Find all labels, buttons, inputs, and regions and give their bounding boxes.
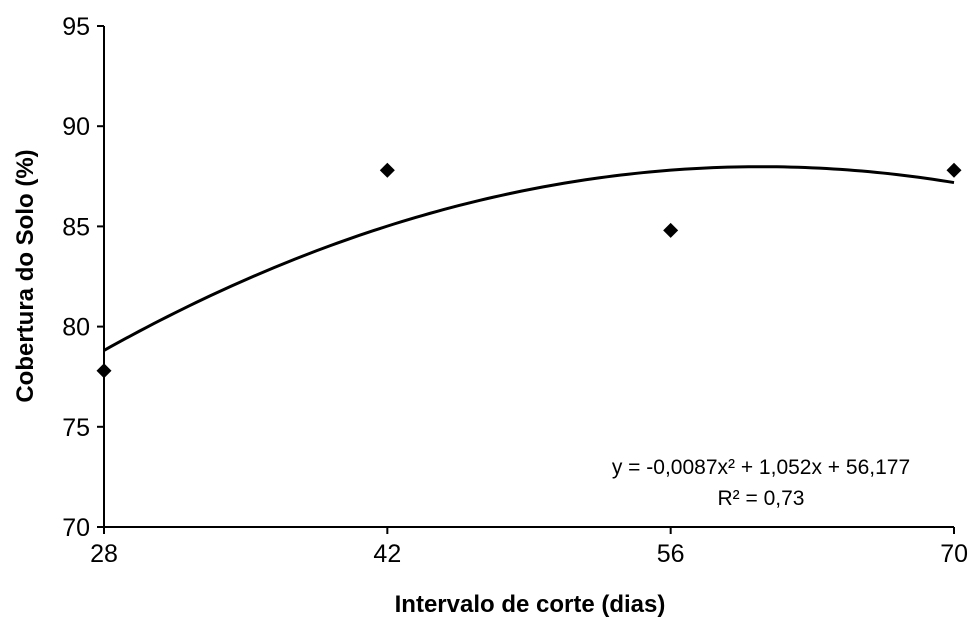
y-tick-label: 75 [62,414,90,442]
y-axis-title: Cobertura do Solo (%) [12,149,39,402]
y-tick-label: 80 [62,314,90,342]
y-tick-label: 85 [62,213,90,241]
data-point [946,162,962,178]
trendline [103,165,955,352]
trendline-equation: y = -0,0087x² + 1,052x + 56,177 [612,456,910,479]
data-point [379,162,395,178]
y-tick-label: 95 [62,13,90,41]
data-point [663,222,679,238]
data-points [96,162,962,379]
x-tick-label: 56 [657,540,685,568]
axes: 70 75 80 85 90 95 28 42 56 70 [62,13,968,568]
x-axis-ticks: 28 42 56 70 [90,527,968,568]
trendline-r-squared: R² = 0,73 [718,487,805,510]
x-tick-label: 70 [940,540,968,568]
x-axis-title: Intervalo de corte (dias) [395,591,666,618]
y-tick-label: 90 [62,113,90,141]
x-tick-label: 28 [90,540,118,568]
data-point [96,363,112,379]
y-axis-ticks: 70 75 80 85 90 95 [62,13,104,542]
x-tick-label: 42 [373,540,401,568]
y-tick-label: 70 [62,514,90,542]
